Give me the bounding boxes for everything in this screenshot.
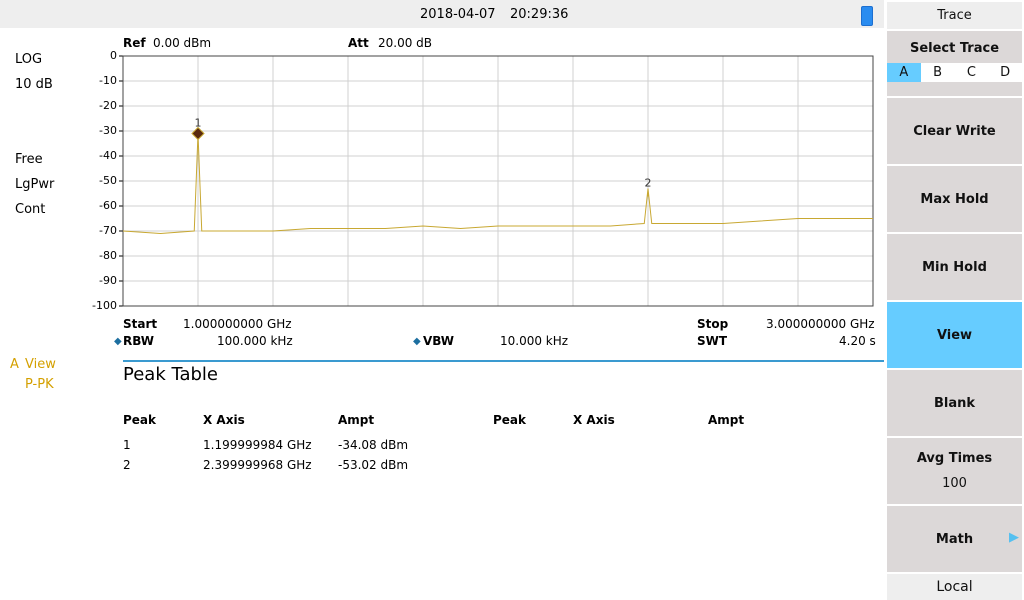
ref: 0.00 dBm [153, 36, 212, 50]
avg-label: Avg Times [916, 451, 993, 466]
trace-option[interactable]: D [1000, 65, 1011, 80]
att: 20.00 dB [378, 36, 433, 50]
diamond: ◆ [114, 336, 122, 347]
table-cell: 2 [123, 458, 131, 472]
trace-option[interactable]: C [966, 65, 976, 80]
div: 10 dB [15, 77, 53, 92]
softkey-label: Blank [933, 395, 976, 411]
date: 2018-04-07 [420, 7, 496, 22]
trace-id: A [10, 357, 19, 372]
marker-label: 1 [195, 117, 202, 130]
y-tick-label: -40 [99, 149, 117, 162]
vbw-label: VBW [423, 334, 455, 348]
mode: LgPwr [15, 177, 55, 192]
y-tick-label: -30 [99, 124, 117, 137]
status-text: Local [936, 579, 973, 595]
y-tick-label: -90 [99, 274, 117, 287]
rbw: 100.000 kHz [217, 334, 293, 348]
status: Local [887, 574, 1022, 600]
softkey-label: Clear Write [913, 123, 996, 139]
softkey[interactable]: View [887, 302, 1022, 368]
softkey[interactable]: Min Hold [887, 234, 1022, 300]
trace-option[interactable]: A [887, 63, 921, 82]
top-bar [0, 0, 884, 28]
math-label: Math [935, 531, 974, 547]
avg-times[interactable]: Avg Times 100 [887, 438, 1022, 504]
y-tick-label: -10 [99, 74, 117, 87]
table-header: Ampt [338, 413, 375, 427]
y-tick-label: -20 [99, 99, 117, 112]
battery-icon [861, 6, 873, 26]
trace-state: View [25, 357, 56, 372]
att-label: Att [348, 36, 369, 50]
y-tick-label: -60 [99, 199, 117, 212]
table-cell: 1 [123, 438, 131, 452]
stop-label: Stop [697, 317, 729, 331]
vbw: 10.000 kHz [500, 334, 569, 348]
avg-value: 100 [942, 476, 967, 491]
marker-label: 2 [645, 177, 652, 190]
y-tick-label: 0 [110, 49, 117, 62]
scale: LOG [15, 52, 43, 67]
table-cell: 1.199999984 GHz [203, 438, 312, 452]
table-header: Peak [493, 413, 527, 427]
swt: 4.20 s [839, 334, 876, 348]
rbw-label: RBW [123, 334, 154, 348]
y-tick-label: -80 [99, 249, 117, 262]
y-tick-label: -70 [99, 224, 117, 237]
table-header: Ampt [708, 413, 745, 427]
swt-label: SWT [697, 334, 728, 348]
softkey-label: Min Hold [922, 259, 987, 275]
detector: P-PK [25, 377, 54, 392]
spectrum-plot: 0 -10 -20 -30 -40 -50 -60 -70 -80 -90 -100 1 2 [92, 49, 874, 312]
trace [122, 133, 873, 235]
y-tick-label: -50 [99, 174, 117, 187]
diamond: ◆ [413, 336, 421, 347]
mode: Cont [15, 202, 46, 217]
table-cell: 2.399999968 GHz [203, 458, 312, 472]
start-label: Start [123, 317, 158, 331]
softkey-label: Max Hold [920, 191, 989, 207]
math-key[interactable]: Math ▶ [887, 506, 1022, 572]
y-tick-label: -100 [92, 299, 117, 312]
divider [123, 360, 884, 362]
softkey[interactable]: Clear Write [887, 98, 1022, 164]
ref-label: Ref [123, 36, 146, 50]
mode: Free [15, 152, 43, 167]
table-cell: -34.08 dBm [338, 438, 409, 452]
menu-title-text: Trace [937, 8, 972, 23]
trace-option[interactable]: B [933, 65, 943, 80]
softkey[interactable]: Max Hold [887, 166, 1022, 232]
menu-title: Trace [887, 2, 1022, 29]
softkey-label: View [936, 327, 973, 343]
select-label: Select Trace [909, 41, 1000, 56]
stop: 3.000000000 GHz [766, 317, 875, 331]
time: 20:29:36 [510, 7, 569, 22]
table-cell: -53.02 dBm [338, 458, 409, 472]
table-header: Peak [123, 413, 157, 427]
submenu-arrow: ▶ [1009, 530, 1019, 545]
softkey[interactable]: Blank [887, 370, 1022, 436]
table-header: X Axis [573, 413, 615, 427]
start: 1.000000000 GHz [183, 317, 292, 331]
plot-frame [122, 55, 874, 307]
marker [191, 126, 205, 141]
peak-table-title: Peak Table [123, 364, 219, 385]
table-header: X Axis [203, 413, 245, 427]
